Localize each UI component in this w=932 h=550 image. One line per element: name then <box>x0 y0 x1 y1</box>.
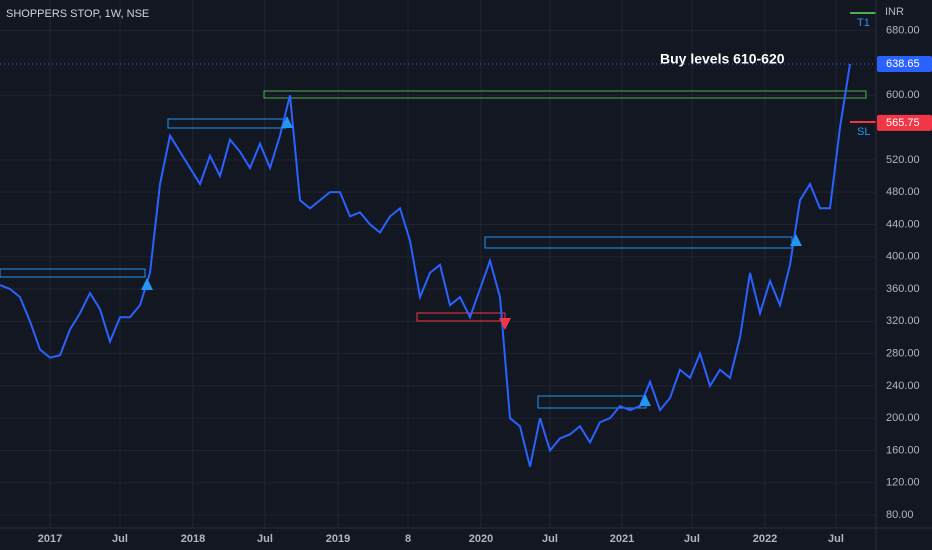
zone-box <box>416 312 506 322</box>
y-tick-label: 440.00 <box>886 218 920 230</box>
x-tick-label: 2022 <box>753 533 777 545</box>
buy-arrow <box>639 394 651 406</box>
price-line <box>0 63 851 467</box>
currency: INR <box>885 6 904 18</box>
y-tick-label: 520.00 <box>886 154 920 166</box>
x-tick-label: Jul <box>828 533 844 545</box>
y-tick-label: 80.00 <box>886 509 914 521</box>
price-tag <box>877 114 932 131</box>
zone-box <box>0 268 146 278</box>
y-tick-label: 680.00 <box>886 25 920 37</box>
chart-title: SHOPPERS STOP, 1W, NSE <box>6 8 149 20</box>
y-tick-label: 600.00 <box>886 89 920 101</box>
x-tick-label: Jul <box>684 533 700 545</box>
y-tick-label: 160.00 <box>886 444 920 456</box>
target-label: T1 <box>857 17 870 29</box>
buy-arrow <box>141 278 153 290</box>
x-tick-label: 2017 <box>38 533 62 545</box>
price-tag-label: 638.65 <box>886 58 920 70</box>
y-tick-label: 200.00 <box>886 412 920 424</box>
buy-zone-box <box>263 90 867 99</box>
annotation: Buy levels 610-620 <box>660 51 785 67</box>
x-tick-label: Jul <box>542 533 558 545</box>
plot <box>0 63 851 467</box>
y-tick-label: 320.00 <box>886 315 920 327</box>
y-tick-label: 280.00 <box>886 348 920 360</box>
x-tick-label: 8 <box>405 533 411 545</box>
x-tick-label: Jul <box>257 533 273 545</box>
x-tick-label: 2019 <box>326 533 350 545</box>
x-tick-label: 2018 <box>181 533 205 545</box>
buy-arrow <box>281 116 293 128</box>
x-tick-label: 2021 <box>610 533 634 545</box>
y-tick-label: 120.00 <box>886 477 920 489</box>
buy-arrow <box>790 234 802 246</box>
y-tick-label: 240.00 <box>886 380 920 392</box>
y-tick-label: 480.00 <box>886 186 920 198</box>
y-tick-label: 360.00 <box>886 283 920 295</box>
grid <box>0 0 876 528</box>
stop-label: SL <box>857 126 870 138</box>
price-tag <box>877 56 932 73</box>
price-tag-label: 565.75 <box>886 117 920 129</box>
sell-arrow <box>499 318 511 330</box>
x-tick-label: 2020 <box>469 533 493 545</box>
x-tick-label: Jul <box>112 533 128 545</box>
y-tick-label: 400.00 <box>886 251 920 263</box>
